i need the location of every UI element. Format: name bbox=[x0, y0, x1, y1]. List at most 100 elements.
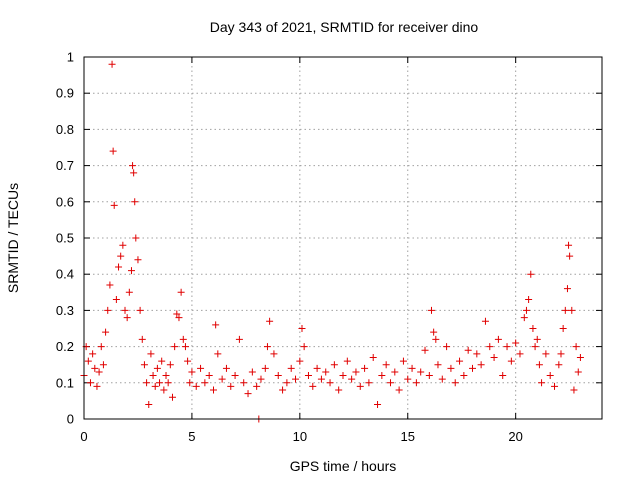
data-point bbox=[244, 390, 252, 398]
x-tick-label: 0 bbox=[80, 429, 87, 444]
data-point bbox=[89, 350, 97, 358]
data-point bbox=[559, 325, 567, 332]
data-point bbox=[309, 382, 317, 390]
data-point bbox=[283, 379, 291, 387]
data-point bbox=[164, 379, 172, 387]
data-point bbox=[322, 368, 330, 376]
data-point bbox=[102, 328, 110, 336]
data-point bbox=[527, 270, 535, 278]
data-point bbox=[99, 361, 107, 369]
data-point bbox=[535, 361, 543, 369]
data-point bbox=[296, 357, 304, 365]
data-point bbox=[430, 328, 438, 336]
y-tick-label: 0 bbox=[67, 412, 74, 427]
data-point bbox=[443, 343, 451, 351]
data-point bbox=[572, 343, 580, 351]
data-point bbox=[522, 306, 530, 314]
data-point bbox=[313, 364, 321, 372]
data-point bbox=[369, 353, 377, 361]
data-point bbox=[134, 256, 142, 264]
data-point bbox=[427, 306, 435, 314]
data-point bbox=[317, 375, 325, 383]
y-tick-label: 0.2 bbox=[56, 339, 74, 354]
data-point bbox=[222, 364, 230, 372]
data-point bbox=[240, 379, 248, 387]
data-point bbox=[129, 162, 137, 170]
data-point bbox=[533, 335, 541, 343]
data-point bbox=[473, 350, 481, 358]
data-point bbox=[542, 350, 550, 358]
data-point bbox=[177, 288, 185, 296]
data-point bbox=[212, 321, 220, 329]
x-axis-label: GPS time / hours bbox=[290, 458, 397, 474]
data-point bbox=[529, 325, 537, 332]
data-point bbox=[127, 267, 135, 275]
data-point bbox=[181, 343, 189, 351]
data-point bbox=[486, 343, 494, 351]
y-tick-label: 0.8 bbox=[56, 122, 74, 137]
data-point bbox=[417, 368, 425, 376]
data-point bbox=[568, 306, 576, 314]
data-point bbox=[481, 317, 489, 325]
data-point bbox=[499, 372, 507, 380]
data-point bbox=[339, 372, 347, 380]
data-point bbox=[292, 375, 300, 383]
data-points bbox=[80, 60, 584, 423]
data-point bbox=[399, 357, 407, 365]
data-point bbox=[143, 379, 151, 387]
data-point bbox=[140, 361, 148, 369]
y-tick-label: 0.4 bbox=[56, 267, 74, 282]
data-point bbox=[117, 252, 125, 260]
data-point bbox=[404, 375, 412, 383]
data-point bbox=[179, 335, 187, 343]
data-point bbox=[503, 343, 511, 351]
data-point bbox=[106, 281, 114, 289]
data-point bbox=[149, 372, 157, 380]
data-point bbox=[188, 368, 196, 376]
data-point bbox=[121, 306, 129, 314]
data-point bbox=[231, 372, 239, 380]
data-point bbox=[425, 372, 433, 380]
data-point bbox=[109, 147, 117, 155]
data-point bbox=[566, 252, 574, 260]
data-point bbox=[421, 346, 429, 354]
y-tick-label: 1 bbox=[67, 50, 74, 65]
x-tick-label: 15 bbox=[401, 429, 415, 444]
data-point bbox=[546, 372, 554, 380]
data-point bbox=[162, 372, 170, 380]
data-point bbox=[173, 310, 181, 318]
data-point bbox=[192, 382, 200, 390]
data-point bbox=[270, 350, 278, 358]
data-point bbox=[395, 386, 403, 394]
y-tick-label: 0.3 bbox=[56, 303, 74, 318]
y-tick-label: 0.7 bbox=[56, 158, 74, 173]
data-point bbox=[434, 361, 442, 369]
data-point bbox=[507, 357, 515, 365]
data-point bbox=[563, 285, 571, 293]
y-tick-label: 0.9 bbox=[56, 86, 74, 101]
data-point bbox=[565, 241, 573, 249]
data-point bbox=[168, 393, 176, 401]
data-point bbox=[438, 375, 446, 383]
data-point bbox=[361, 364, 369, 372]
data-point bbox=[131, 198, 139, 206]
x-tick-label: 20 bbox=[508, 429, 522, 444]
data-point bbox=[469, 364, 476, 372]
data-point bbox=[86, 379, 94, 387]
data-point bbox=[274, 372, 282, 380]
data-point bbox=[130, 169, 138, 177]
data-point bbox=[166, 361, 174, 369]
data-point bbox=[95, 368, 103, 376]
data-point bbox=[104, 306, 112, 314]
data-point bbox=[326, 379, 334, 387]
data-point bbox=[108, 60, 116, 68]
chart-title: Day 343 of 2021, SRMTID for receiver din… bbox=[210, 19, 479, 35]
data-point bbox=[365, 379, 373, 387]
data-point bbox=[125, 288, 133, 296]
data-point bbox=[112, 296, 120, 304]
data-point bbox=[412, 379, 420, 387]
data-point bbox=[84, 357, 92, 365]
axis-ticks: 00.10.20.30.40.50.60.70.80.910 5 10 15 20 bbox=[56, 50, 602, 444]
data-point bbox=[525, 296, 533, 304]
